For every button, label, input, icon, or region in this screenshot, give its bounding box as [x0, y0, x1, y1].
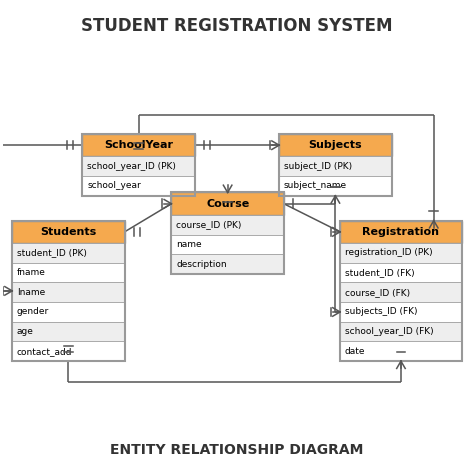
Bar [340, 283, 462, 302]
Text: age: age [17, 327, 34, 336]
Bar [340, 243, 462, 263]
Text: student_ID (FK): student_ID (FK) [345, 268, 414, 277]
Text: subject_ID (PK): subject_ID (PK) [284, 162, 352, 171]
Text: Students: Students [40, 227, 97, 237]
Text: fname: fname [17, 268, 46, 277]
Text: school_year: school_year [87, 182, 141, 191]
Text: SchoolYear: SchoolYear [104, 140, 173, 150]
Text: student_ID (PK): student_ID (PK) [17, 248, 87, 257]
Text: STUDENT REGISTRATION SYSTEM: STUDENT REGISTRATION SYSTEM [81, 17, 393, 35]
Text: Registration: Registration [363, 227, 439, 237]
Bar [12, 341, 125, 361]
Bar [172, 215, 284, 235]
Text: name: name [176, 240, 202, 249]
Bar [340, 220, 462, 243]
Bar [82, 176, 195, 196]
Bar [12, 302, 125, 322]
Bar [12, 283, 125, 302]
Bar [12, 220, 125, 361]
Bar [82, 134, 195, 196]
Bar [82, 134, 195, 156]
Text: gender: gender [17, 308, 49, 317]
Text: subject_name: subject_name [284, 182, 347, 191]
Bar [172, 192, 284, 274]
Text: date: date [345, 347, 365, 356]
Bar [82, 156, 195, 176]
Text: registration_ID (PK): registration_ID (PK) [345, 248, 432, 257]
Text: description: description [176, 260, 227, 269]
Bar [279, 134, 392, 156]
Bar [172, 255, 284, 274]
Bar [172, 235, 284, 255]
Bar [340, 341, 462, 361]
Text: Course: Course [206, 199, 249, 209]
Bar [340, 302, 462, 322]
Bar [340, 322, 462, 341]
Bar [279, 134, 392, 196]
Bar [12, 243, 125, 263]
Bar [340, 263, 462, 283]
Text: contact_add: contact_add [17, 347, 73, 356]
Text: school_year_ID (FK): school_year_ID (FK) [345, 327, 433, 336]
Bar [12, 263, 125, 283]
Text: ENTITY RELATIONSHIP DIAGRAM: ENTITY RELATIONSHIP DIAGRAM [110, 443, 364, 457]
Text: Subjects: Subjects [309, 140, 362, 150]
Text: course_ID (FK): course_ID (FK) [345, 288, 410, 297]
Text: lname: lname [17, 288, 45, 297]
Text: subjects_ID (FK): subjects_ID (FK) [345, 308, 417, 317]
Bar [172, 192, 284, 215]
Text: course_ID (PK): course_ID (PK) [176, 220, 241, 229]
Bar [340, 220, 462, 361]
Text: school_year_ID (PK): school_year_ID (PK) [87, 162, 176, 171]
Bar [12, 220, 125, 243]
Bar [12, 322, 125, 341]
Bar [279, 176, 392, 196]
Bar [279, 156, 392, 176]
